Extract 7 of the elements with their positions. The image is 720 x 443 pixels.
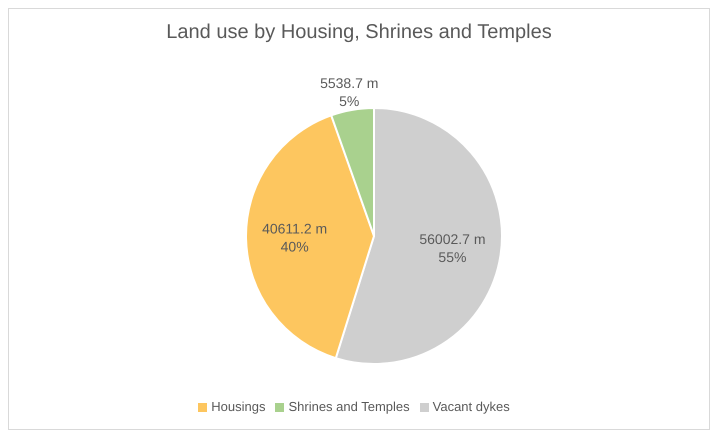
data-label: 56002.7 m 55% [419,230,486,265]
data-label: 40611.2 m 40% [262,220,328,254]
legend-label: Housings [211,399,266,414]
data-label: 5538.7 m 5% [320,75,378,110]
legend-label: Vacant dykes [432,399,510,414]
chart-title: Land use by Housing, Shrines and Temples [165,20,553,45]
legend-label: Shrines and Temples [288,399,410,414]
